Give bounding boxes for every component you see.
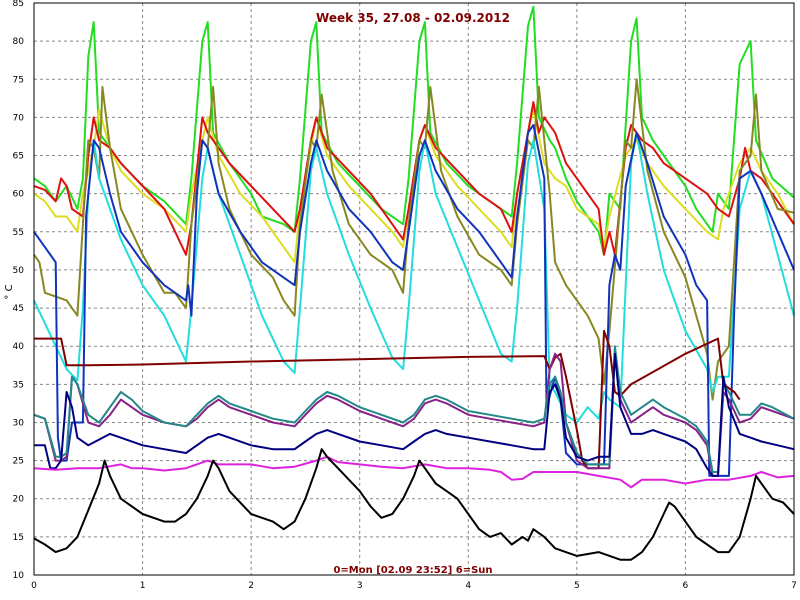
series-line-1 (33, 5, 795, 256)
series-line-10 (34, 352, 795, 477)
series-line-7 (34, 329, 741, 470)
y-tick-label: 50 (13, 266, 25, 276)
series-line-11 (33, 455, 795, 489)
series-line-6 (33, 124, 795, 477)
x-tick-label: 1 (140, 581, 146, 591)
y-tick-label: 55 (13, 228, 24, 238)
series-line-4 (33, 78, 795, 401)
x-tick-label: 0 (31, 581, 37, 591)
x-tick-label: 2 (248, 581, 254, 591)
y-tick-label: 35 (13, 380, 24, 390)
y-tick-label: 20 (13, 495, 25, 505)
x-tick-label: 6 (683, 581, 689, 591)
series-group (33, 5, 795, 561)
y-tick-label: 25 (13, 457, 24, 467)
y-tick-label: 65 (13, 152, 24, 162)
x-tick-label: 7 (791, 581, 797, 591)
x-tick-label: 5 (574, 581, 580, 591)
series-line-8 (33, 352, 795, 477)
y-tick-label: 40 (13, 342, 25, 352)
chart-title: Week 35, 27.08 - 02.09.2012 (316, 11, 510, 25)
x-tick-label: 3 (357, 581, 363, 591)
plot-frame (33, 2, 795, 576)
y-tick-label: 30 (13, 418, 25, 428)
y-tick-label: 15 (13, 533, 24, 543)
y-tick-label: 10 (13, 571, 25, 581)
y-tick-label: 85 (13, 0, 24, 9)
y-tick-label: 60 (13, 190, 25, 200)
x-tick-label: 4 (465, 581, 471, 591)
chart-subtitle: 0=Mon [02.09 23:52] 6=Sun (333, 565, 492, 576)
y-tick-label: 45 (13, 304, 24, 314)
series-line-9 (33, 345, 795, 473)
series-line-12 (33, 448, 795, 561)
y-tick-label: 75 (13, 75, 24, 85)
y-axis-label: ° C (4, 284, 15, 299)
y-tick-label: 80 (13, 37, 25, 47)
series-line-3 (33, 101, 795, 256)
y-tick-label: 70 (13, 113, 25, 123)
